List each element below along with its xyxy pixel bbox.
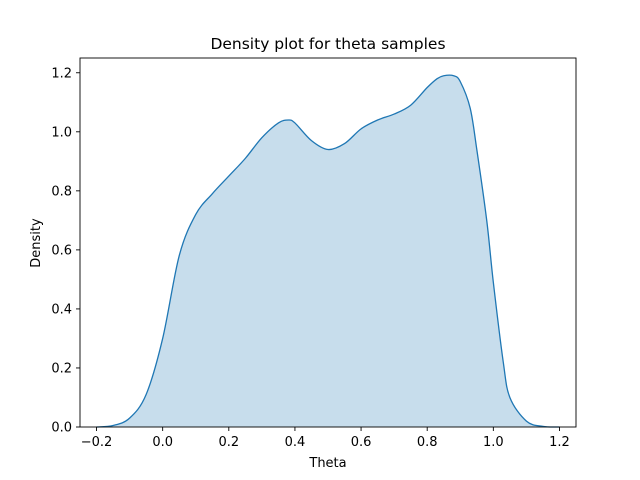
x-tick-label: 1.0 (483, 435, 504, 450)
density-area-fill (96, 75, 560, 428)
y-axis: 0.0 0.2 0.4 0.6 0.8 1.0 1.2 (51, 66, 80, 436)
plot-layer (96, 74, 560, 428)
density-curve-line (96, 74, 560, 428)
y-tick-label: 0.4 (51, 302, 72, 317)
x-axis: −0.2 0.0 0.2 0.4 0.6 0.8 1.0 1.2 (81, 427, 570, 450)
y-tick-label: 0.6 (51, 243, 72, 258)
x-tick-label: 0.6 (351, 435, 372, 450)
x-tick-label: 0.4 (285, 435, 306, 450)
y-tick-label: 0.8 (51, 184, 72, 199)
x-tick-label: −0.2 (81, 435, 113, 450)
y-tick-label: 0.2 (51, 361, 72, 376)
x-tick-label: 0.8 (417, 435, 438, 450)
x-tick-label: 0.0 (152, 435, 173, 450)
x-tick-label: 1.2 (549, 435, 570, 450)
x-axis-label: Theta (308, 456, 346, 471)
x-tick-label: 0.2 (218, 435, 239, 450)
y-tick-label: 0.0 (51, 421, 72, 436)
y-tick-label: 1.2 (51, 66, 72, 81)
y-tick-label: 1.0 (51, 125, 72, 140)
y-axis-label: Density (29, 218, 44, 268)
chart-title: Density plot for theta samples (210, 35, 445, 53)
plot-frame (79, 57, 577, 428)
